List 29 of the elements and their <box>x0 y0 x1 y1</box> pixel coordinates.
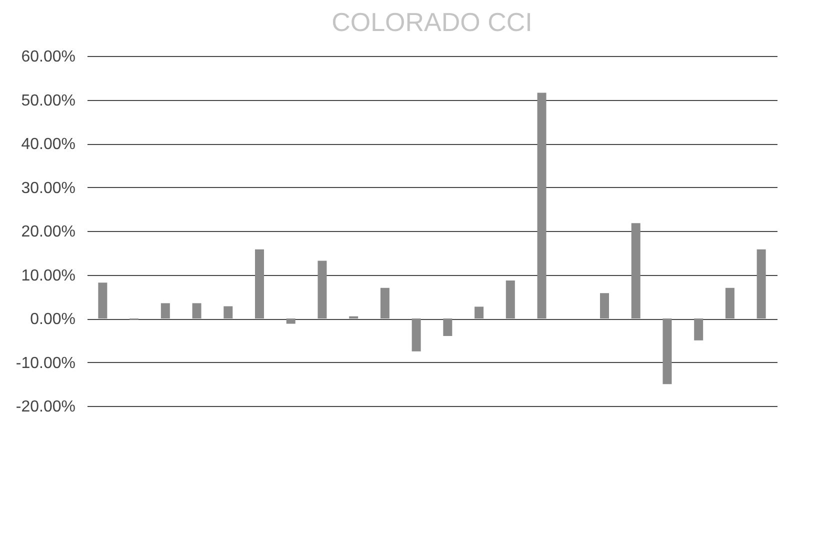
y-tick-label: 60.00% <box>21 48 76 66</box>
y-tick-label: 40.00% <box>21 136 76 153</box>
bar <box>631 223 640 318</box>
bar <box>380 288 390 318</box>
y-tick-label: 20.00% <box>21 224 76 240</box>
bar <box>694 318 704 340</box>
bar <box>412 318 421 352</box>
bar <box>443 318 452 336</box>
bar <box>224 306 233 318</box>
bar <box>600 293 609 318</box>
bar <box>192 303 202 318</box>
bar <box>98 282 108 318</box>
chart-title: COLORADO CCI <box>332 7 532 37</box>
bar <box>756 249 766 318</box>
y-tick-label: -20.00% <box>16 398 76 416</box>
y-tick-label: 10.00% <box>21 267 76 284</box>
bar <box>255 249 264 318</box>
bar <box>318 260 327 318</box>
y-tick-label: 0.00% <box>30 311 76 328</box>
y-tick-label: 30.00% <box>21 180 76 197</box>
y-tick-label: 50.00% <box>21 92 76 110</box>
bar <box>537 92 546 318</box>
bar <box>160 303 170 318</box>
bar <box>506 280 515 318</box>
bar <box>474 306 484 318</box>
bar <box>662 318 672 384</box>
y-tick-label: -10.00% <box>16 354 76 372</box>
bar <box>725 288 734 318</box>
bar <box>286 318 296 324</box>
